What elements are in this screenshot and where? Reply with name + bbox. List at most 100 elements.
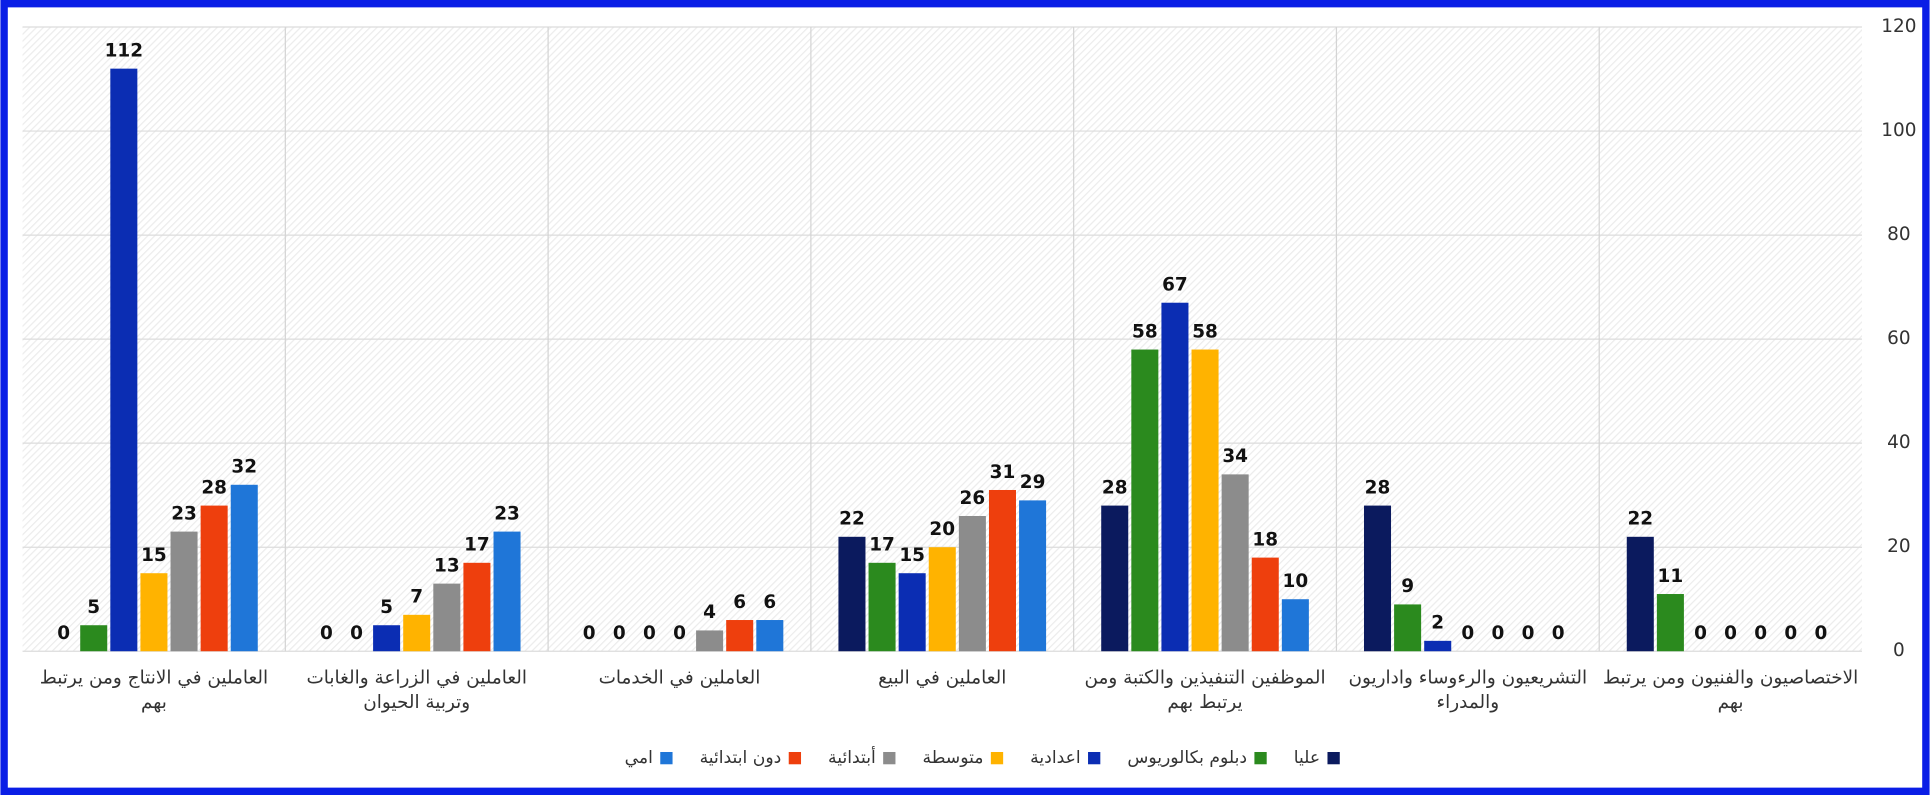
data-label: 0 bbox=[1461, 623, 1474, 644]
legend-label: متوسطة bbox=[922, 748, 983, 768]
data-label: 23 bbox=[494, 503, 520, 524]
data-label: 58 bbox=[1132, 321, 1158, 342]
data-label: 29 bbox=[1020, 472, 1046, 493]
legend-label: اعدادية bbox=[1030, 748, 1080, 768]
data-label: 10 bbox=[1283, 571, 1309, 592]
bar bbox=[1251, 557, 1279, 652]
bar bbox=[110, 68, 138, 652]
data-label: 26 bbox=[960, 488, 986, 509]
legend-swatch bbox=[990, 751, 1004, 765]
bar bbox=[1101, 505, 1129, 652]
data-label: 0 bbox=[350, 623, 363, 644]
data-label: 0 bbox=[1724, 623, 1737, 644]
legend-label: امي bbox=[625, 748, 653, 768]
bar bbox=[1281, 599, 1309, 652]
data-label: 0 bbox=[1492, 623, 1505, 644]
bar bbox=[898, 573, 926, 652]
bar bbox=[80, 625, 108, 652]
data-label: 7 bbox=[410, 587, 423, 608]
data-label: 67 bbox=[1162, 275, 1188, 296]
bar bbox=[958, 515, 986, 652]
y-tick-label: 100 bbox=[1881, 120, 1916, 141]
data-label: 13 bbox=[434, 555, 460, 576]
bar bbox=[200, 505, 228, 652]
y-tick-label: 20 bbox=[1887, 536, 1910, 557]
data-label: 28 bbox=[1102, 477, 1128, 498]
data-label: 28 bbox=[1365, 477, 1391, 498]
data-label: 0 bbox=[1552, 623, 1565, 644]
bar bbox=[230, 484, 258, 652]
bar bbox=[696, 630, 724, 652]
x-tick-label: الاختصاصيون والفنيون ومن يرتبط بهم bbox=[1603, 667, 1858, 713]
data-label: 4 bbox=[703, 602, 716, 623]
data-label: 0 bbox=[1784, 623, 1797, 644]
y-tick-label: 40 bbox=[1887, 432, 1910, 453]
bar bbox=[140, 573, 168, 652]
x-tick-label: العاملين في الخدمات bbox=[599, 667, 761, 688]
data-label: 31 bbox=[990, 462, 1016, 483]
y-tick-label: 0 bbox=[1893, 640, 1905, 661]
bar bbox=[1424, 640, 1452, 652]
data-label: 0 bbox=[1754, 623, 1767, 644]
data-label: 0 bbox=[320, 623, 333, 644]
bar bbox=[403, 614, 431, 652]
data-label: 20 bbox=[929, 519, 955, 540]
legend-label: دبلوم بكالوريوس bbox=[1127, 748, 1247, 768]
x-tick-label: العاملين في الانتاج ومن يرتبط بهم bbox=[40, 667, 268, 713]
legend-label: أبتدائية bbox=[828, 746, 876, 768]
data-label: 18 bbox=[1252, 529, 1278, 550]
legend-swatch bbox=[1254, 751, 1267, 765]
data-label: 22 bbox=[1627, 509, 1653, 530]
bar bbox=[1626, 536, 1654, 652]
data-label: 15 bbox=[141, 545, 167, 566]
x-tick-label: العاملين في البيع bbox=[878, 667, 1006, 688]
y-tick-label: 60 bbox=[1887, 328, 1910, 349]
legend-label: عليا bbox=[1294, 748, 1320, 768]
x-tick-label: التشريعيون والرءوساء واداريون والمدراء bbox=[1348, 667, 1587, 713]
legend-swatch bbox=[1327, 751, 1340, 765]
bar bbox=[433, 583, 461, 652]
data-label: 5 bbox=[380, 597, 393, 618]
legend-swatch bbox=[883, 751, 896, 765]
data-label: 9 bbox=[1401, 576, 1414, 597]
legend-swatch bbox=[788, 751, 802, 765]
bar bbox=[1191, 349, 1219, 652]
bar bbox=[1131, 349, 1159, 652]
data-label: 112 bbox=[105, 40, 143, 61]
data-label: 11 bbox=[1658, 566, 1684, 587]
data-label: 0 bbox=[673, 623, 686, 644]
y-tick-label: 120 bbox=[1881, 16, 1916, 37]
bar bbox=[1161, 302, 1189, 652]
data-label: 0 bbox=[643, 623, 656, 644]
x-tick-label: العاملين في الزراعة والغابات وتربية الحيو… bbox=[306, 667, 527, 713]
data-label: 17 bbox=[869, 535, 895, 556]
bar bbox=[170, 531, 198, 652]
data-label: 0 bbox=[1694, 623, 1707, 644]
bar bbox=[1394, 604, 1422, 652]
data-label: 23 bbox=[171, 503, 197, 524]
bar bbox=[988, 489, 1016, 652]
legend-swatch bbox=[1088, 751, 1101, 765]
bar bbox=[1221, 474, 1249, 652]
bar bbox=[726, 620, 754, 652]
data-label: 0 bbox=[583, 623, 596, 644]
legend-swatch bbox=[660, 751, 673, 765]
bar bbox=[493, 531, 521, 652]
data-label: 15 bbox=[899, 545, 925, 566]
bar bbox=[1363, 505, 1392, 652]
data-label: 6 bbox=[763, 592, 776, 613]
data-label: 17 bbox=[464, 535, 490, 556]
bar bbox=[1656, 594, 1684, 652]
bar bbox=[463, 562, 491, 652]
data-label: 0 bbox=[613, 623, 626, 644]
data-label: 5 bbox=[87, 597, 100, 618]
data-label: 34 bbox=[1222, 446, 1248, 467]
bar bbox=[1019, 500, 1047, 652]
data-label: 32 bbox=[231, 457, 257, 478]
y-tick-label: 80 bbox=[1887, 224, 1910, 245]
data-label: 28 bbox=[201, 477, 227, 498]
bar bbox=[868, 562, 896, 652]
bar bbox=[928, 547, 956, 652]
data-label: 58 bbox=[1192, 321, 1218, 342]
bar bbox=[838, 536, 866, 652]
